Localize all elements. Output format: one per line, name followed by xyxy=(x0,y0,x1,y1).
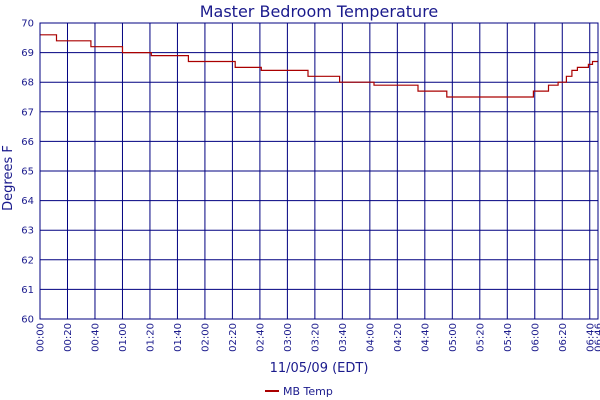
x-tick-label: 05:40 xyxy=(503,323,514,352)
chart-title: Master Bedroom Temperature xyxy=(200,2,439,21)
series-layer xyxy=(40,34,598,98)
x-tick-label: 04:40 xyxy=(420,323,431,352)
x-tick-label: 03:40 xyxy=(338,323,349,352)
x-tick-label: 02:00 xyxy=(200,323,211,352)
series-line-mb-temp xyxy=(40,34,598,98)
x-tick-label: 06:20 xyxy=(558,323,569,352)
x-tick-label: 00:40 xyxy=(90,323,101,352)
x-tick-label: 06:46 xyxy=(594,323,600,352)
x-tick-label: 01:40 xyxy=(173,323,184,352)
legend: MB Temp xyxy=(265,385,333,398)
x-tick-label: 03:20 xyxy=(310,323,321,352)
x-tick-label: 05:20 xyxy=(475,323,486,352)
y-tick-label: 63 xyxy=(21,226,34,237)
x-tick-label: 01:20 xyxy=(145,323,156,352)
y-tick-label: 65 xyxy=(21,167,34,178)
y-tick-label: 70 xyxy=(21,19,34,30)
x-tick-label: 03:00 xyxy=(283,323,294,352)
y-tick-label: 61 xyxy=(21,285,34,296)
x-tick-label: 06:40 xyxy=(585,323,596,352)
x-tick-label: 04:20 xyxy=(393,323,404,352)
x-tick-label: 04:00 xyxy=(365,323,376,352)
y-tick-label: 62 xyxy=(21,255,34,266)
x-tick-label: 06:00 xyxy=(530,323,541,352)
x-tick-labels: 00:00 00:20 00:40 01:00 01:20 01:40 02:00 02:20… xyxy=(36,323,600,352)
y-tick-label: 68 xyxy=(21,78,34,89)
x-tick-label: 00:00 xyxy=(36,323,47,352)
grid-layer xyxy=(39,22,599,320)
y-axis-label: Degrees F xyxy=(1,145,16,211)
plot-area-frame xyxy=(39,22,599,320)
y-tick-label: 67 xyxy=(21,107,34,118)
x-tick-label: 05:00 xyxy=(448,323,459,352)
x-tick-label: 02:40 xyxy=(255,323,266,352)
legend-label-mb-temp: MB Temp xyxy=(283,385,333,398)
y-tick-labels: 60 61 62 63 64 65 66 67 68 69 70 xyxy=(21,19,34,326)
y-tick-label: 69 xyxy=(21,48,34,59)
x-tick-label: 02:20 xyxy=(228,323,239,352)
y-tick-label: 60 xyxy=(21,315,34,326)
x-axis-label: 11/05/09 (EDT) xyxy=(270,361,369,376)
x-tick-label: 01:00 xyxy=(118,323,129,352)
y-tick-label: 66 xyxy=(21,137,34,148)
y-tick-label: 64 xyxy=(21,196,34,207)
x-tick-label: 00:20 xyxy=(63,323,74,352)
